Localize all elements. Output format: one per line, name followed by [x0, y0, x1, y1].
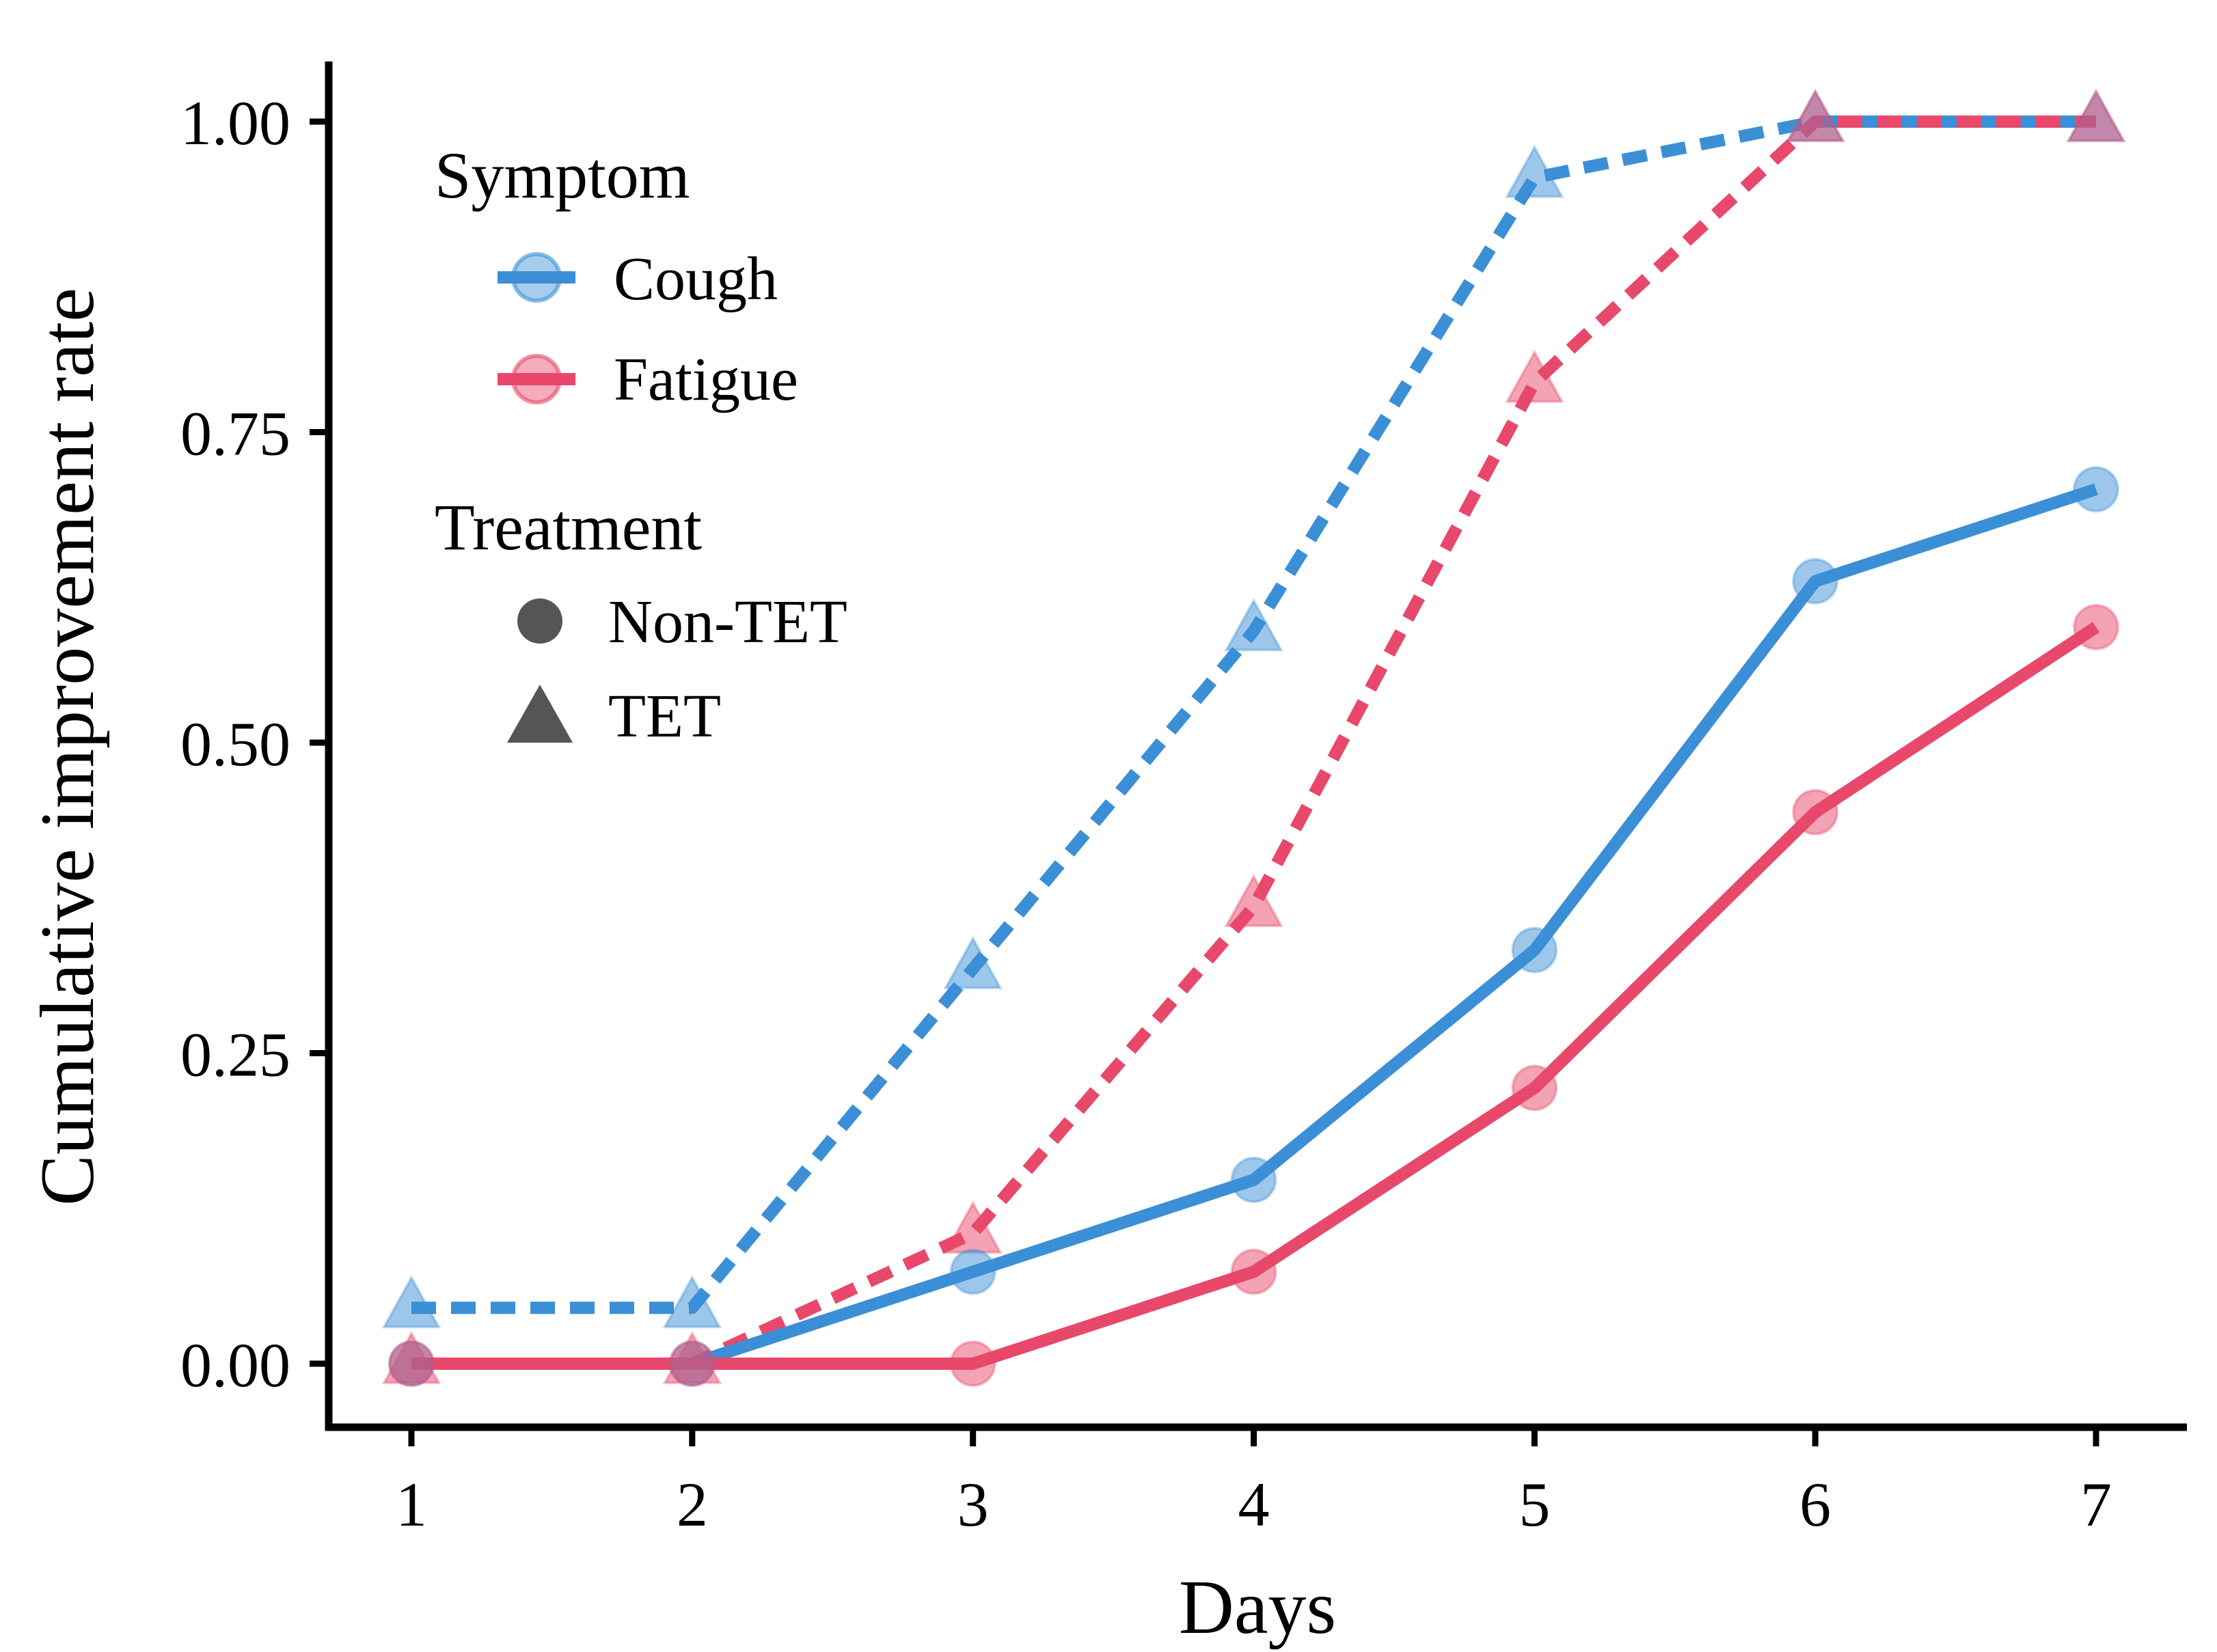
data-point-fatigue-non-tet [949, 1340, 996, 1387]
data-point-cough-tet [943, 935, 1003, 989]
x-tick-label: 2 [677, 1470, 708, 1539]
data-point-cough-non-tet [1511, 926, 1558, 974]
x-tick-label: 1 [396, 1470, 427, 1539]
x-tick-label: 3 [957, 1470, 989, 1539]
legend-fatigue-label: Fatigue [614, 346, 798, 413]
legend-tet-triangle-icon [507, 685, 573, 743]
data-point-fatigue-non-tet [1230, 1248, 1277, 1295]
x-tick-label: 7 [2080, 1470, 2112, 1539]
legend-symptom-title: Symptom [435, 139, 690, 212]
legend-cough-swatch [511, 252, 562, 303]
legend-tet-label: TET [608, 683, 721, 750]
data-point-fatigue-non-tet [668, 1340, 716, 1387]
legend-cough-label: Cough [614, 245, 778, 313]
x-tick-label: 6 [1799, 1470, 1831, 1539]
data-point-fatigue-tet [2066, 88, 2126, 142]
legend-item-cough: Cough [498, 245, 778, 313]
legend-fatigue-swatch [511, 354, 562, 404]
data-point-cough-non-tet [1230, 1156, 1277, 1203]
data-point-cough-non-tet [2073, 466, 2119, 513]
y-tick-label: 0.75 [180, 399, 290, 469]
legend: Symptom Cough Fatigue Treatment Non-TET … [435, 139, 847, 750]
y-axis-title: Cumulative improvement rate [25, 288, 110, 1206]
legend-non-tet-circle-icon [517, 598, 562, 644]
data-point-cough-non-tet [1792, 557, 1839, 605]
legend-item-tet: TET [507, 683, 721, 750]
data-point-cough-non-tet [949, 1248, 996, 1295]
data-point-fatigue-non-tet [2073, 603, 2119, 650]
data-point-fatigue-tet [943, 1200, 1003, 1254]
y-tick-label: 0.00 [180, 1330, 290, 1400]
series-markers [381, 88, 2126, 1387]
data-point-cough-tet [381, 1275, 441, 1329]
x-axis-title: Days [1179, 1565, 1336, 1650]
data-point-cough-tet [1224, 598, 1283, 652]
data-point-fatigue-non-tet [1511, 1064, 1558, 1112]
legend-non-tet-label: Non-TET [608, 588, 847, 656]
x-tick-label: 4 [1238, 1470, 1270, 1539]
y-tick-label: 0.50 [180, 709, 290, 779]
y-tick-label: 0.25 [180, 1020, 290, 1090]
data-point-fatigue-non-tet [1792, 788, 1839, 836]
plot-area: 0.00 0.25 0.50 0.75 1.00 1 2 3 4 5 6 7 [180, 61, 2187, 1539]
data-point-fatigue-tet [1785, 88, 1845, 142]
data-point-fatigue-tet [1504, 349, 1564, 403]
legend-item-fatigue: Fatigue [498, 346, 798, 413]
data-point-cough-tet [662, 1275, 722, 1329]
data-point-cough-tet [1504, 144, 1564, 198]
y-axis-ticks: 0.00 0.25 0.50 0.75 1.00 [180, 88, 329, 1400]
x-axis-ticks: 1 2 3 4 5 6 7 [396, 1427, 2112, 1539]
data-point-fatigue-non-tet [388, 1340, 435, 1387]
x-tick-label: 5 [1519, 1470, 1550, 1539]
data-point-fatigue-tet [1224, 873, 1283, 927]
legend-item-non-tet: Non-TET [517, 588, 847, 656]
legend-treatment-title: Treatment [435, 491, 702, 564]
y-tick-label: 1.00 [180, 88, 290, 158]
